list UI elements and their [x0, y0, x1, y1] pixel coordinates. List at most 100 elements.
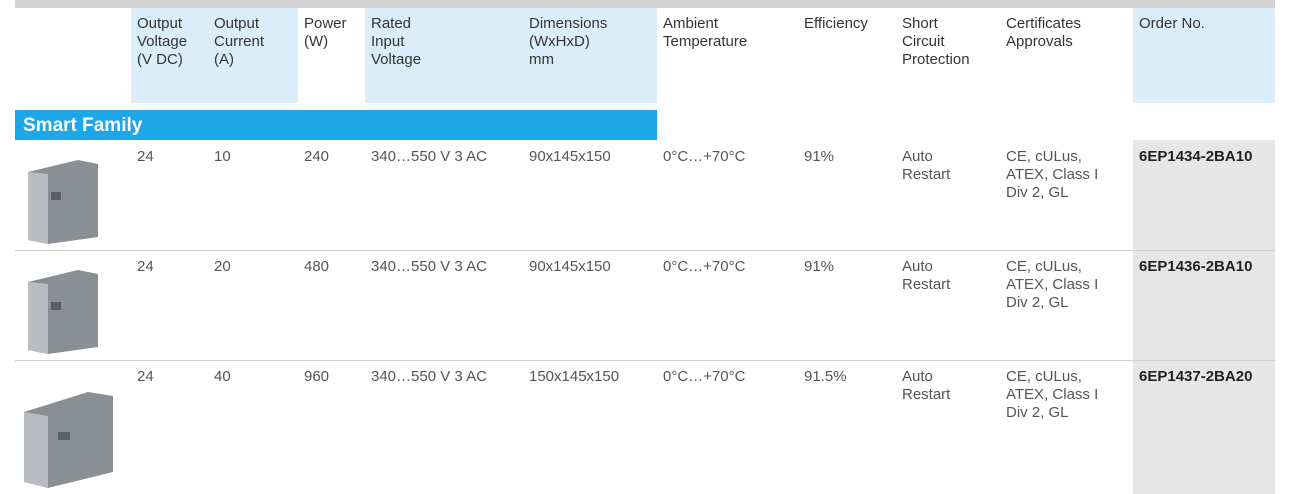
- header-line: (W): [304, 33, 329, 50]
- cell-line: 240: [304, 148, 330, 165]
- table-cell: 960: [298, 360, 365, 494]
- cell-line: 340…550 V 3 AC: [371, 148, 487, 165]
- header-line: Output: [214, 15, 260, 32]
- table-cell: CE, cULus, ATEX, Class I Div 2, GL: [1000, 140, 1133, 250]
- column-header: Output Voltage (V DC): [131, 8, 208, 103]
- header-line: Input: [371, 33, 405, 50]
- cell-line: ATEX, Class I: [1006, 166, 1099, 183]
- cell-line: 0°C…+70°C: [663, 368, 746, 385]
- header-line: Voltage: [371, 51, 422, 68]
- table-cell: 20: [208, 250, 298, 360]
- cell-line: 150x145x150: [529, 368, 620, 385]
- table-cell: 24: [131, 140, 208, 250]
- cell-line: 10: [214, 148, 231, 165]
- header-line: Circuit: [902, 33, 945, 50]
- header-line: Order No.: [1139, 15, 1205, 32]
- top-bar: [15, 0, 1275, 8]
- table-cell: 240: [298, 140, 365, 250]
- header-line: (WxHxD): [529, 33, 590, 50]
- cell-line: Auto: [902, 368, 933, 385]
- table-cell: Auto Restart: [896, 140, 1000, 250]
- header-line: Current: [214, 33, 265, 50]
- cell-line: Auto: [902, 148, 933, 165]
- header-line: Voltage: [137, 33, 188, 50]
- cell-line: 6EP1434-2BA10: [1139, 148, 1253, 165]
- cell-line: 480: [304, 258, 330, 275]
- header-line: Output: [137, 15, 183, 32]
- header-line: Rated: [371, 15, 412, 32]
- header-line: Protection: [902, 51, 970, 68]
- cell-line: 91.5%: [804, 368, 847, 385]
- header-line: Power: [304, 15, 347, 32]
- column-header: Short Circuit Protection: [896, 8, 1000, 103]
- table-cell: 0°C…+70°C: [657, 250, 798, 360]
- cell-line: 91%: [804, 148, 835, 165]
- header-line: Ambient: [663, 15, 719, 32]
- table-cell: 150x145x150: [523, 360, 657, 494]
- table-cell: Auto Restart: [896, 250, 1000, 360]
- section-bar: Smart Family: [15, 110, 657, 140]
- column-header: Dimensions (WxHxD) mm: [523, 8, 657, 103]
- column-header: Certificates Approvals: [1000, 8, 1133, 103]
- table-cell: 91.5%: [798, 360, 896, 494]
- cell-line: 960: [304, 368, 330, 385]
- header-line: Approvals: [1006, 33, 1073, 50]
- column-header: Order No.: [1133, 8, 1275, 103]
- header-line: Short: [902, 15, 938, 32]
- cell-line: ATEX, Class I: [1006, 276, 1099, 293]
- cell-line: 340…550 V 3 AC: [371, 368, 487, 385]
- section-label: Smart Family: [23, 115, 143, 136]
- cell-line: 91%: [804, 258, 835, 275]
- cell-line: Div 2, GL: [1006, 404, 1069, 421]
- header-line: Dimensions: [529, 15, 608, 32]
- table-cell: 340…550 V 3 AC: [365, 360, 523, 494]
- cell-line: CE, cULus,: [1006, 368, 1082, 385]
- column-header: Efficiency: [798, 8, 896, 103]
- column-header: Output Current (A): [208, 8, 298, 103]
- cell-line: CE, cULus,: [1006, 148, 1082, 165]
- header-line: mm: [529, 51, 554, 68]
- header-line: Temperature: [663, 33, 748, 50]
- table-cell: 24: [131, 360, 208, 494]
- cell-line: 340…550 V 3 AC: [371, 258, 487, 275]
- table-cell: 340…550 V 3 AC: [365, 250, 523, 360]
- column-header: Rated Input Voltage: [365, 8, 523, 103]
- header-line: Certificates: [1006, 15, 1082, 32]
- product-image: [28, 270, 98, 354]
- table-cell: 24: [131, 250, 208, 360]
- table-cell: 91%: [798, 140, 896, 250]
- table-cell: 340…550 V 3 AC: [365, 140, 523, 250]
- order-column-bg: [1133, 140, 1275, 494]
- cell-line: 40: [214, 368, 231, 385]
- row-separator: [15, 360, 1275, 361]
- cell-line: Div 2, GL: [1006, 294, 1069, 311]
- column-header: Power (W): [298, 8, 365, 103]
- cell-line: 20: [214, 258, 231, 275]
- cell-line: 0°C…+70°C: [663, 148, 746, 165]
- table-cell: CE, cULus, ATEX, Class I Div 2, GL: [1000, 250, 1133, 360]
- cell-line: 90x145x150: [529, 258, 611, 275]
- cell-line: Restart: [902, 276, 951, 293]
- cell-line: 24: [137, 258, 154, 275]
- header-line: Efficiency: [804, 15, 868, 32]
- header-line: (A): [214, 51, 234, 68]
- header-line: (V DC): [137, 51, 183, 68]
- cell-line: Restart: [902, 386, 951, 403]
- cell-line: Auto: [902, 258, 933, 275]
- cell-line: CE, cULus,: [1006, 258, 1082, 275]
- product-image: [28, 160, 98, 244]
- column-header: Ambient Temperature: [657, 8, 798, 103]
- order-number: 6EP1434-2BA10: [1133, 140, 1275, 250]
- table-cell: 10: [208, 140, 298, 250]
- cell-line: 6EP1437-2BA20: [1139, 368, 1253, 385]
- table-cell: 90x145x150: [523, 140, 657, 250]
- table-cell: 40: [208, 360, 298, 494]
- table-cell: CE, cULus, ATEX, Class I Div 2, GL: [1000, 360, 1133, 494]
- table-cell: 480: [298, 250, 365, 360]
- table-cell: 0°C…+70°C: [657, 360, 798, 494]
- cell-line: ATEX, Class I: [1006, 386, 1099, 403]
- order-number: 6EP1437-2BA20: [1133, 360, 1275, 494]
- row-separator: [15, 250, 1275, 251]
- cell-line: Div 2, GL: [1006, 184, 1069, 201]
